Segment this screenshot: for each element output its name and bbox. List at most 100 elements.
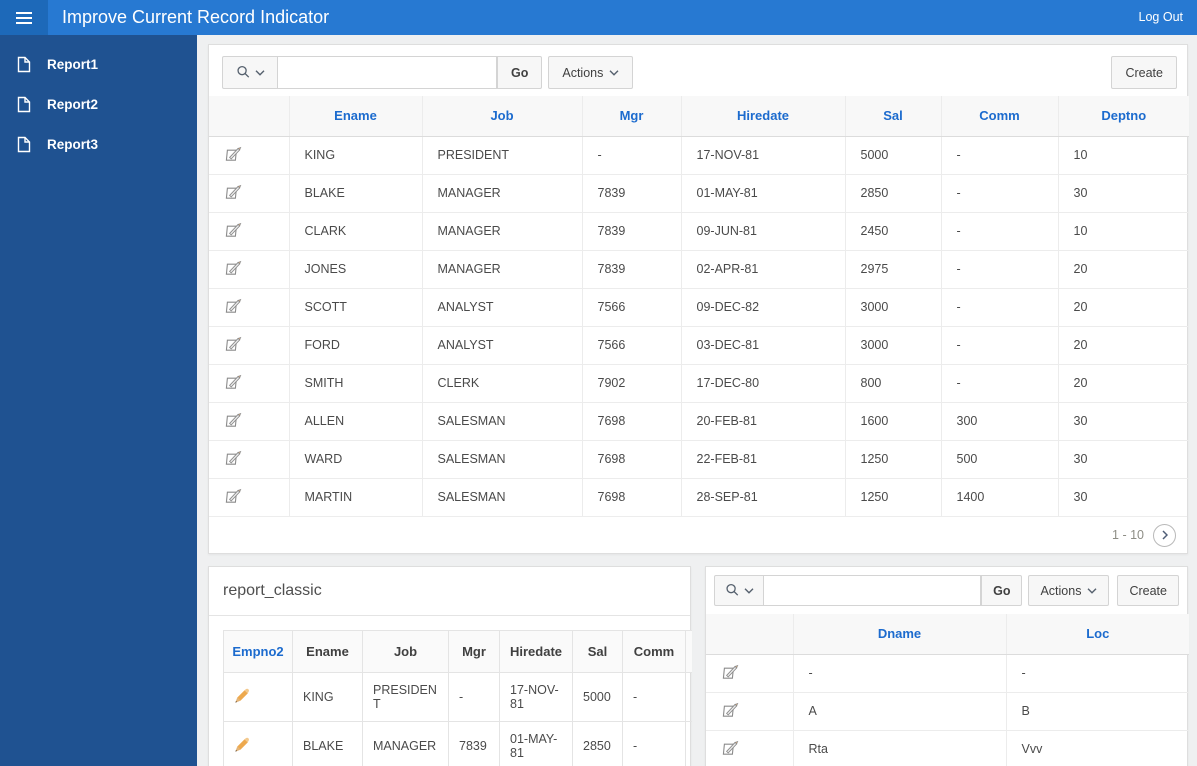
edit-cell [705,729,794,766]
sidebar-item-report3[interactable]: Report3 [0,124,197,164]
cell-deptno: 20 [1057,287,1190,327]
cell-job: MANAGER [362,721,449,766]
main-content: Go Actions Create Ename Job [197,35,1197,766]
edit-row-button[interactable] [224,335,242,353]
cell-ename: KING [288,135,423,175]
sidebar-item-report2[interactable]: Report2 [0,84,197,124]
create-button[interactable]: Create [1111,56,1177,89]
edit-row-button[interactable] [234,737,250,753]
column-header-sal[interactable]: Sal [844,95,942,137]
actions-button[interactable]: Actions [1028,575,1110,606]
cell-loc: Vvv [1005,729,1190,766]
cell-deptno: 20 [1057,325,1190,365]
edit-cell [223,721,293,766]
emp-report-card: Go Actions Create Ename Job [208,44,1190,554]
cell-job: PRESIDENT [362,672,449,722]
edit-row-button[interactable] [721,701,739,719]
edit-row-button[interactable] [721,739,739,757]
edit-cell [208,211,290,251]
cell-hiredate: 01-MAY-81 [499,721,573,766]
create-button[interactable]: Create [1117,575,1179,606]
pagination-label: 1 - 10 [1112,528,1144,542]
edit-cell [705,653,794,693]
column-header-hiredate: Hiredate [499,630,573,673]
cell-job: SALESMAN [421,439,583,479]
logout-link[interactable]: Log Out [1138,10,1183,24]
column-header-comm[interactable]: Comm [940,95,1059,137]
cell-dname: Rta [792,729,1007,766]
table-row: - - [705,653,1190,693]
sidebar-item-report1[interactable]: Report1 [0,44,197,84]
search-input[interactable] [764,575,982,606]
search-input[interactable] [278,56,497,89]
edit-cell [208,287,290,327]
edit-icon [224,487,242,505]
cell-sal: 3000 [844,325,942,365]
edit-row-button[interactable] [234,688,250,704]
cell-comm: - [940,173,1059,213]
table-row: KING PRESIDENT - 17-NOV-81 5000 - [223,672,692,722]
column-header-ename[interactable]: Ename [288,95,423,137]
cell-mgr: 7566 [581,325,682,365]
cell-ename: KING [292,672,363,722]
cell-comm: - [940,325,1059,365]
edit-cell [208,249,290,289]
edit-row-button[interactable] [224,487,242,505]
edit-row-button[interactable] [224,183,242,201]
search-icon [236,65,251,80]
column-header-empno2[interactable]: Empno2 [223,630,293,673]
edit-row-button[interactable] [224,449,242,467]
edit-row-button[interactable] [721,663,739,681]
emp-toolbar: Go Actions Create [209,45,1187,96]
cell-job: MANAGER [421,249,583,289]
cell-dname: - [792,653,1007,693]
edit-row-button[interactable] [224,145,242,163]
column-header-job: Job [362,630,449,673]
dept-header-row: Dname Loc [705,613,1190,655]
edit-cell [705,691,794,731]
next-page-button[interactable] [1153,523,1176,547]
table-row: Rta Vvv [705,729,1190,766]
cell-hiredate: 28-SEP-81 [680,477,846,517]
cell-sal: 1250 [844,439,942,479]
cell-comm: - [940,287,1059,327]
edit-row-button[interactable] [224,297,242,315]
sidebar-item-label: Report3 [47,136,99,152]
column-header-loc[interactable]: Loc [1005,613,1190,655]
column-header-deptno[interactable]: Deptno [1057,95,1190,137]
table-row: ALLEN SALESMAN 7698 20-FEB-81 1600 300 3… [208,401,1190,441]
edit-row-button[interactable] [224,221,242,239]
go-button[interactable]: Go [981,575,1023,606]
table-row: BLAKE MANAGER 7839 01-MAY-81 2850 - [223,721,692,766]
chevron-down-icon [744,588,754,594]
cell-comm: - [622,721,686,766]
column-header-hiredate[interactable]: Hiredate [680,95,846,137]
column-header-job[interactable]: Job [421,95,583,137]
emp-table-header-row: Ename Job Mgr Hiredate Sal Comm Deptno [208,95,1190,137]
edit-cell [208,401,290,441]
column-header-dname[interactable]: Dname [792,613,1007,655]
cell-job: ANALYST [421,287,583,327]
cell-sal: 800 [844,363,942,403]
cell-dname: A [792,691,1007,731]
menu-button[interactable] [0,0,48,35]
cell-hiredate: 17-DEC-80 [680,363,846,403]
cell-hiredate: 17-NOV-81 [499,672,573,722]
go-button[interactable]: Go [497,56,543,89]
search-options-button[interactable] [222,56,278,89]
search-options-button[interactable] [714,575,764,606]
app-header: Improve Current Record Indicator Log Out [0,0,1197,35]
cell-comm: - [940,249,1059,289]
actions-button[interactable]: Actions [548,56,634,89]
classic-report-title: report_classic [209,567,690,616]
edit-icon [224,221,242,239]
cell-job: CLERK [421,363,583,403]
edit-row-button[interactable] [224,259,242,277]
edit-icon [224,449,242,467]
edit-row-button[interactable] [224,373,242,391]
table-row: SMITH CLERK 7902 17-DEC-80 800 - 20 [208,363,1190,403]
edit-row-button[interactable] [224,411,242,429]
column-header-mgr[interactable]: Mgr [581,95,682,137]
edit-cell [223,672,293,722]
edit-icon [224,373,242,391]
